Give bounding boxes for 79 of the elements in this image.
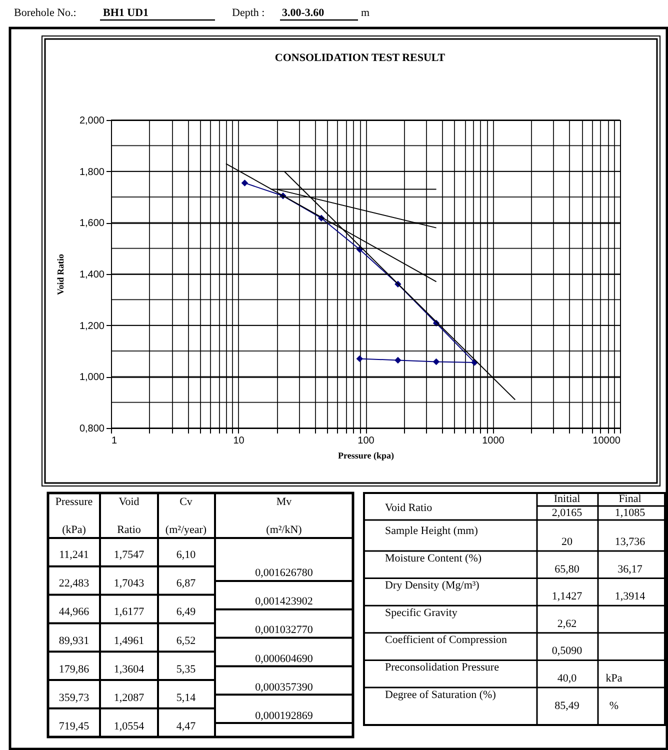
y-tick-label: 1,800 bbox=[79, 166, 105, 178]
text: 65,80 bbox=[554, 563, 580, 576]
text: 359,73 bbox=[58, 692, 90, 704]
text: Dry Density (Mg/m³) bbox=[385, 580, 480, 592]
text: 2,0165 bbox=[552, 507, 583, 519]
y-tick-label: 1,400 bbox=[79, 270, 105, 280]
text: 1,3604 bbox=[114, 663, 145, 676]
text: Specific Gravity bbox=[385, 606, 458, 619]
text: (kPa) bbox=[62, 524, 86, 536]
text: 0,5090 bbox=[552, 645, 583, 658]
text: Void Ratio bbox=[385, 502, 433, 514]
y-tick-label: 2,000 bbox=[79, 116, 105, 126]
text: 5,35 bbox=[176, 663, 196, 676]
text: 85,49 bbox=[554, 700, 580, 712]
text: 44,966 bbox=[58, 606, 90, 618]
text: 4,47 bbox=[176, 720, 196, 733]
text: 36,17 bbox=[618, 563, 643, 576]
text: Depth : bbox=[232, 7, 265, 19]
text: Ratio bbox=[117, 524, 142, 536]
text: kPa bbox=[606, 672, 622, 684]
text: 1,6177 bbox=[114, 606, 145, 618]
text: 179,86 bbox=[58, 663, 90, 676]
text: 13,736 bbox=[614, 536, 646, 548]
y-tick-label: 1,200 bbox=[79, 320, 105, 332]
text: 1,3914 bbox=[614, 590, 646, 603]
text: 20 bbox=[562, 536, 573, 548]
text: 6,52 bbox=[176, 634, 196, 647]
y-tick-label: 0,800 bbox=[79, 424, 105, 434]
text: 1,0554 bbox=[114, 720, 145, 733]
text: Mv bbox=[276, 496, 292, 508]
x-tick-label: 100 bbox=[358, 436, 375, 446]
text: Preconsolidation Pressure bbox=[385, 662, 500, 674]
y-tick-label: 1,600 bbox=[79, 218, 105, 230]
text: 1,2087 bbox=[114, 692, 145, 704]
text: 1,7547 bbox=[114, 549, 145, 561]
text: 719,45 bbox=[58, 720, 90, 733]
text: 0,001423902 bbox=[255, 596, 313, 608]
x-tick-label: 1000 bbox=[482, 436, 505, 446]
x-tick-label: 1 bbox=[112, 436, 118, 446]
text: 0,000604690 bbox=[255, 652, 314, 665]
text: 1,1427 bbox=[552, 590, 583, 603]
text: 2,62 bbox=[557, 618, 577, 630]
text: 6,49 bbox=[176, 606, 196, 618]
text: % bbox=[609, 700, 619, 712]
text: 1,7043 bbox=[114, 578, 145, 590]
text: Degree of Saturation (%) bbox=[385, 688, 496, 701]
text: Pressure bbox=[55, 496, 93, 508]
text: 89,931 bbox=[58, 634, 90, 647]
text: (m²/year) bbox=[165, 524, 207, 536]
x-tick-label: 10 bbox=[233, 436, 245, 446]
text: (m²/kN) bbox=[266, 524, 302, 536]
text: Coefficient of Compression bbox=[385, 634, 508, 646]
text: 22,483 bbox=[58, 578, 90, 590]
x-tick-label: 10000 bbox=[592, 436, 621, 446]
text: 1,4961 bbox=[114, 634, 144, 647]
text: Cv bbox=[180, 496, 193, 508]
text: m bbox=[361, 7, 370, 19]
text: Final bbox=[618, 493, 642, 505]
text: 5,14 bbox=[176, 692, 196, 704]
text: 0,001626780 bbox=[255, 567, 314, 579]
chart-title: CONSOLIDATION TEST RESULT bbox=[274, 52, 446, 64]
text: 6,87 bbox=[176, 578, 196, 590]
text: BH1 UD1 bbox=[103, 7, 149, 19]
y-axis-title: Void Ratio bbox=[55, 254, 66, 295]
text: 0,001032770 bbox=[255, 624, 314, 636]
x-axis-title: Pressure (kpa) bbox=[338, 450, 394, 460]
text: 3.00-3.60 bbox=[282, 7, 325, 19]
text: Borehole No.: bbox=[14, 7, 76, 19]
text: 6,10 bbox=[176, 549, 196, 561]
text: 11,241 bbox=[59, 549, 89, 561]
text: Sample Height (mm) bbox=[385, 525, 478, 537]
text: 1,1085 bbox=[614, 507, 646, 519]
text: Void bbox=[118, 496, 140, 508]
text: Moisture Content (%) bbox=[385, 552, 482, 564]
text: 40,0 bbox=[557, 672, 578, 684]
text: 0,000357390 bbox=[255, 681, 314, 694]
text: 0,000192869 bbox=[255, 710, 314, 722]
text: Initial bbox=[554, 493, 580, 505]
y-tick-label: 1,000 bbox=[79, 372, 105, 384]
